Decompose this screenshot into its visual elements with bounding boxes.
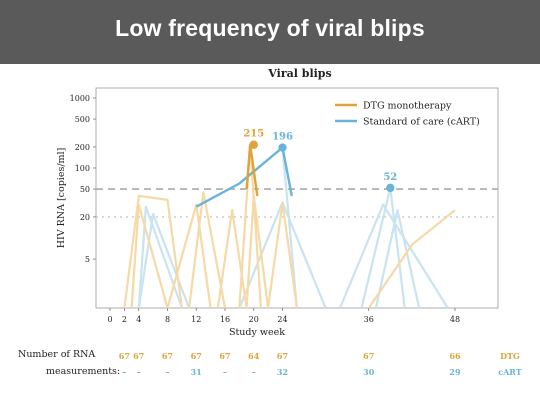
cart-blip-line xyxy=(195,146,298,309)
table-dtg-count: 67 xyxy=(276,351,289,361)
cart-blip-line xyxy=(137,205,183,309)
table-dtg-count: 66 xyxy=(449,351,461,361)
y-tick-label: 20 xyxy=(80,213,90,222)
table-dtg-count: 67 xyxy=(161,351,174,361)
legend-cart-label: Standard of care (cART) xyxy=(363,117,480,128)
y-tick-label: 50 xyxy=(80,185,90,194)
table-dtg-count: 64 xyxy=(248,351,260,361)
x-tick-label: 2 xyxy=(122,315,127,324)
table-cart-tag: cART xyxy=(498,367,522,377)
cart-blip-line xyxy=(338,203,449,309)
dtg-blip-line xyxy=(166,203,212,309)
table-cart-count: – xyxy=(251,367,256,377)
cart-peak-point xyxy=(278,143,287,152)
x-tick-label: 48 xyxy=(450,315,460,324)
dtg-blip-line xyxy=(267,201,298,309)
cart-peak2-label: 52 xyxy=(383,172,397,183)
y-tick-label: 500 xyxy=(75,115,90,124)
cart-peak-label: 196 xyxy=(272,132,293,143)
table-cart-count: 30 xyxy=(363,367,375,377)
table-dtg-count: 67 xyxy=(219,351,231,361)
table-cart-count: – xyxy=(122,367,127,377)
x-tick-label: 0 xyxy=(107,315,112,324)
table-cart-count: 29 xyxy=(449,367,461,377)
y-tick-label: 100 xyxy=(75,164,90,173)
table-cart-count: 31 xyxy=(190,367,202,377)
dtg-blip-line xyxy=(188,191,227,309)
x-tick-label: 20 xyxy=(249,315,259,324)
table-row2-label: measurements: xyxy=(46,366,121,377)
dtg-blip-line xyxy=(367,209,456,309)
dtg-peak-point xyxy=(249,140,258,149)
x-tick-label: 4 xyxy=(136,315,141,324)
x-tick-label: 36 xyxy=(364,315,374,324)
x-axis-title: Study week xyxy=(229,327,285,338)
dtg-blip-line xyxy=(123,194,183,309)
x-tick-label: 12 xyxy=(191,315,201,324)
cart-blip-line xyxy=(374,209,421,309)
plot-frame xyxy=(95,87,499,309)
table-cart-count: – xyxy=(223,367,227,377)
table-row1-label: Number of RNA xyxy=(18,349,96,360)
chart-title: Viral blips xyxy=(268,67,332,80)
x-tick-label: 16 xyxy=(220,315,230,324)
y-tick-label: 5 xyxy=(85,255,90,264)
table-dtg-count: 67 xyxy=(118,351,130,361)
x-tick-label: 24 xyxy=(277,315,287,324)
x-tick-label: 8 xyxy=(165,315,170,324)
slide-title: Low frequency of viral blips xyxy=(115,15,425,41)
cart-peak2-point xyxy=(386,183,395,193)
y-axis-title: HIV RNA [copies/ml] xyxy=(56,148,67,249)
table-cart-count: 32 xyxy=(276,367,289,377)
dtg-peak-label: 215 xyxy=(243,129,264,140)
y-tick-label: 1000 xyxy=(70,94,90,103)
table-dtg-count: 67 xyxy=(133,351,145,361)
slide-title-bar: Low frequency of viral blips xyxy=(0,0,540,64)
cart-highlight-line xyxy=(195,146,293,208)
legend-dtg-label: DTG monotherapy xyxy=(363,101,452,112)
table-dtg-tag: DTG xyxy=(500,351,520,361)
table-dtg-count: 67 xyxy=(363,351,375,361)
dtg-blip-line xyxy=(130,203,169,309)
y-tick-label: 200 xyxy=(75,143,90,152)
table-cart-count: – xyxy=(165,367,170,377)
table-dtg-count: 67 xyxy=(190,351,202,361)
table-cart-count: – xyxy=(136,367,141,377)
